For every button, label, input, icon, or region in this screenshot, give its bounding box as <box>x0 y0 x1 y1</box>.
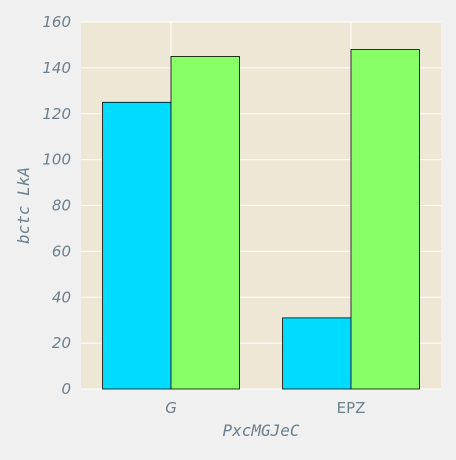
x-axis-ticks: G EPZ <box>165 399 365 417</box>
y-tick-label: 100 <box>42 151 71 169</box>
x-tick-label: EPZ <box>337 399 366 417</box>
bar-g-series-1 <box>103 102 171 389</box>
x-axis-title: PxcMGJeC <box>222 421 299 440</box>
bar-epz-series-1 <box>283 318 351 389</box>
y-tick-label: 80 <box>52 197 71 215</box>
y-tick-label: 60 <box>52 242 71 260</box>
y-tick-label: 140 <box>42 59 71 77</box>
bar-g-series-2 <box>171 56 239 389</box>
bar-epz-series-2 <box>351 50 419 389</box>
y-axis-title: bctc LkA <box>14 167 33 244</box>
y-tick-label: 120 <box>42 105 71 123</box>
y-tick-label: 160 <box>42 13 71 31</box>
y-tick-label: 40 <box>52 288 71 306</box>
y-tick-label: 0 <box>61 380 71 398</box>
y-tick-label: 20 <box>52 334 71 352</box>
y-axis-ticks: 0 20 40 60 80 100 120 140 160 <box>42 13 71 398</box>
x-tick-label: G <box>165 399 177 417</box>
